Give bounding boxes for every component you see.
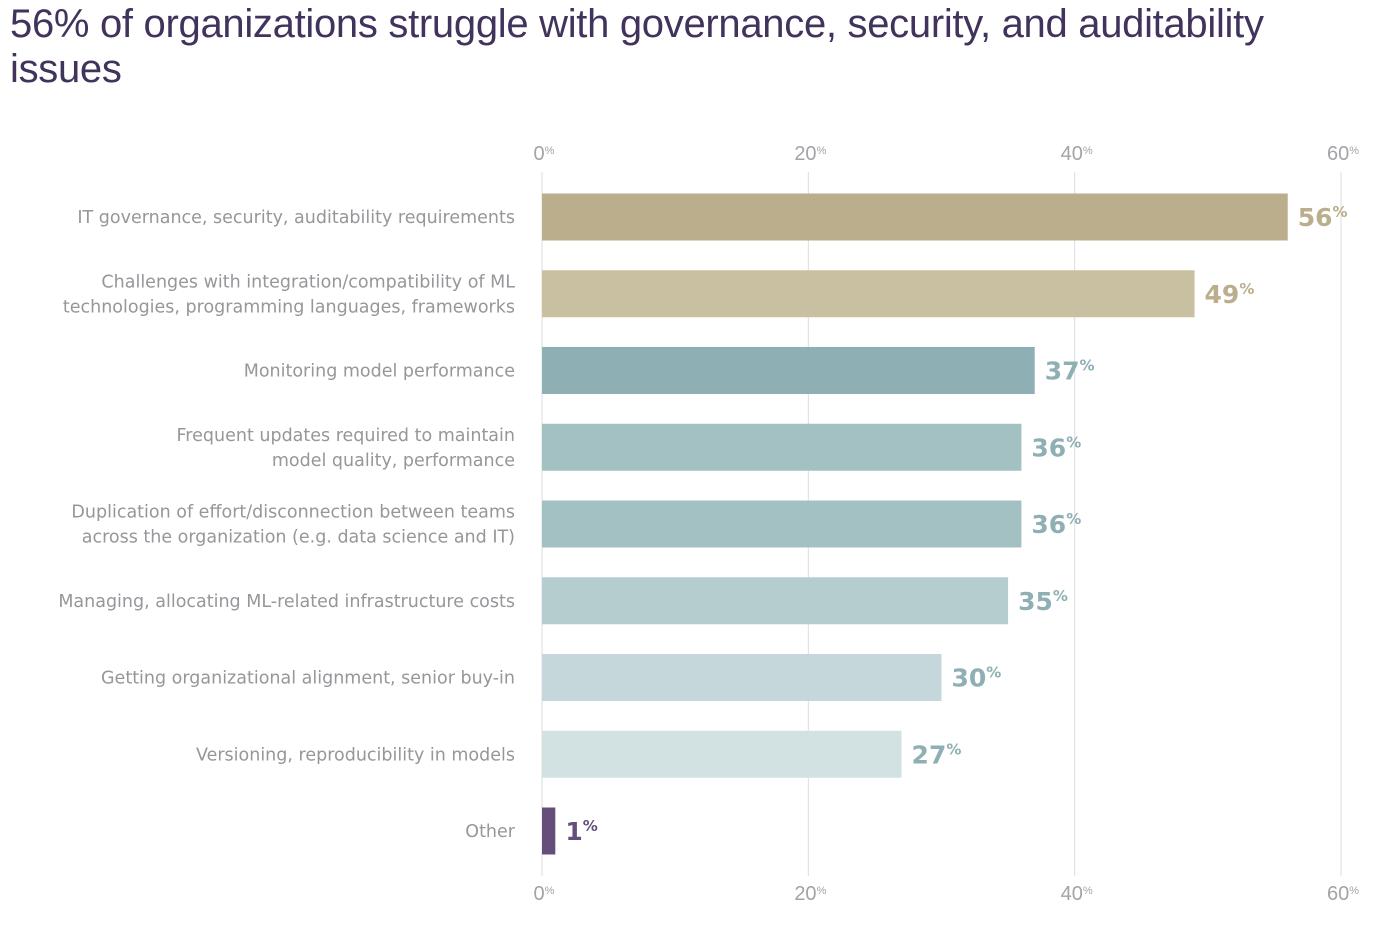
bar — [542, 500, 1022, 548]
bar — [542, 423, 1022, 471]
x-tick-label-top: 0% — [534, 143, 555, 165]
x-tick-label-bottom: 0% — [534, 883, 555, 905]
bar — [542, 807, 556, 855]
x-tick-label-bottom: 40% — [1061, 883, 1093, 905]
x-tick-label-top: 60% — [1327, 143, 1359, 165]
value-label: 1% — [565, 817, 597, 846]
value-label: 35% — [1018, 587, 1068, 616]
bar — [542, 577, 1009, 625]
bar — [542, 270, 1195, 318]
category-label: Getting organizational alignment, senior… — [101, 669, 515, 689]
x-tick-label-bottom: 20% — [794, 883, 826, 905]
category-label: Other — [465, 822, 515, 842]
value-label: 30% — [952, 664, 1002, 693]
bar — [542, 347, 1035, 394]
category-label: Duplication of effort/disconnection betw… — [71, 503, 515, 548]
x-tick-label-top: 20% — [794, 143, 826, 165]
category-label: IT governance, security, auditability re… — [77, 208, 515, 228]
value-label: 36% — [1031, 510, 1081, 539]
category-label: Challenges with integration/compatibilit… — [63, 272, 515, 317]
value-label: 36% — [1031, 433, 1081, 462]
value-label: 37% — [1045, 357, 1095, 386]
x-tick-label-top: 40% — [1061, 143, 1093, 165]
bar — [542, 654, 942, 701]
category-label: Frequent updates required to maintain mod… — [177, 426, 515, 471]
category-label: Monitoring model performance — [244, 362, 515, 382]
bar — [542, 193, 1288, 241]
chart-title: 56% of organizations struggle with gover… — [10, 2, 1264, 91]
x-tick-label-bottom: 60% — [1327, 883, 1359, 905]
category-label: Versioning, reproducibility in models — [196, 745, 515, 765]
category-label: Managing, allocating ML-related infrastr… — [58, 592, 515, 612]
value-label: 27% — [912, 740, 962, 769]
bar — [542, 730, 902, 778]
value-label: 56% — [1298, 203, 1348, 232]
value-label: 49% — [1205, 280, 1255, 309]
